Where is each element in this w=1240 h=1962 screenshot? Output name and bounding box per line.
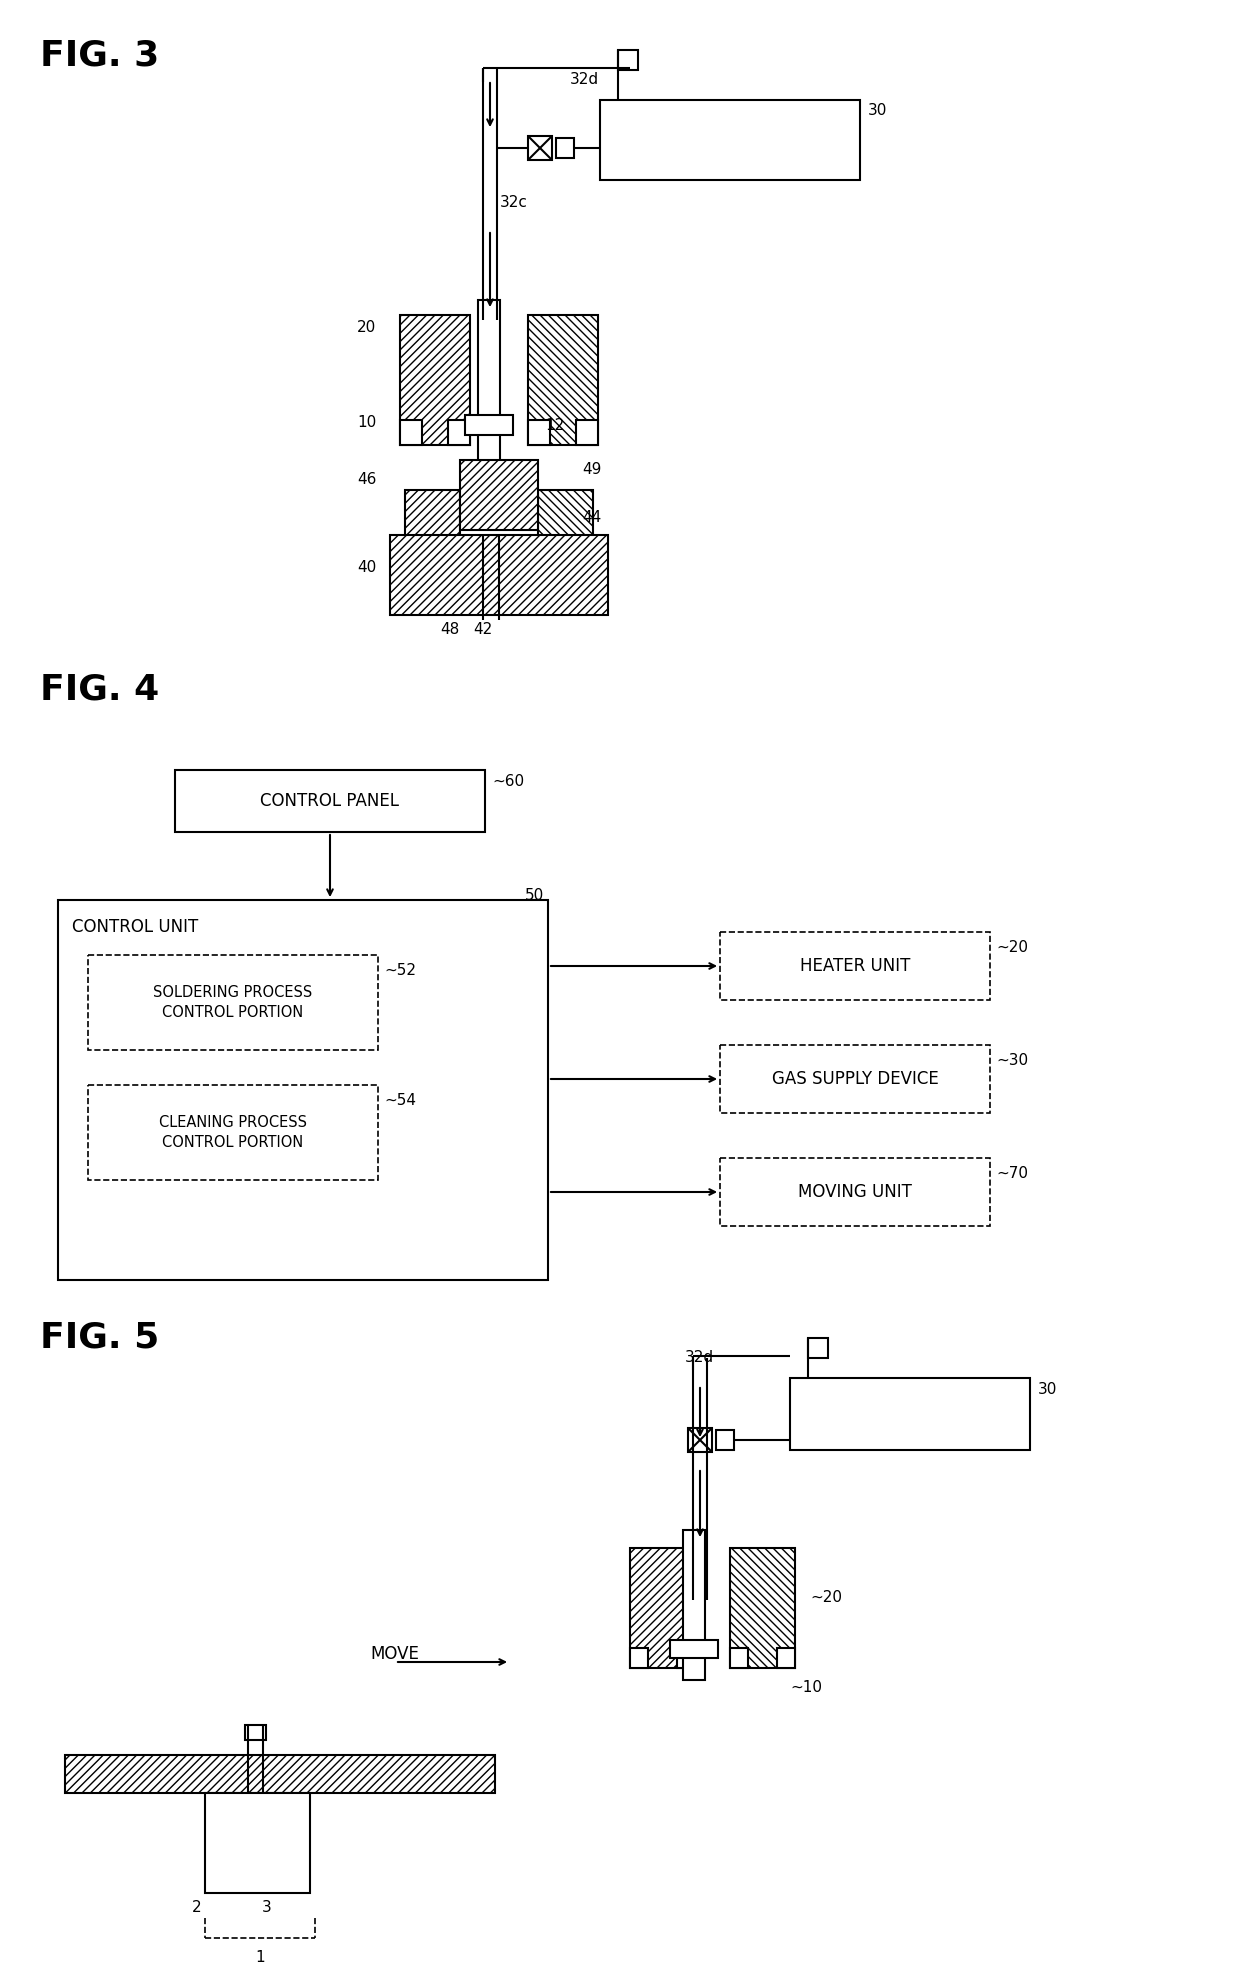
Text: 32c: 32c: [500, 194, 528, 210]
Bar: [630, 1648, 649, 1668]
Bar: [688, 1428, 712, 1452]
Text: FIG. 3: FIG. 3: [40, 37, 159, 73]
Text: ~52: ~52: [384, 963, 415, 977]
Bar: [720, 1158, 990, 1226]
Text: CONTROL UNIT: CONTROL UNIT: [72, 918, 198, 936]
Bar: [618, 49, 639, 71]
Bar: [808, 1338, 828, 1358]
Text: 50: 50: [525, 889, 544, 903]
Text: 48: 48: [440, 622, 459, 638]
Bar: [577, 420, 598, 445]
Text: ~54: ~54: [384, 1093, 415, 1109]
Text: ~30: ~30: [996, 1054, 1028, 1067]
Text: HEATER UNIT: HEATER UNIT: [800, 957, 910, 975]
Bar: [175, 769, 485, 832]
Text: 12: 12: [546, 418, 564, 434]
Text: ~70: ~70: [996, 1165, 1028, 1181]
Bar: [477, 300, 500, 475]
Text: MOVE: MOVE: [370, 1644, 419, 1664]
Text: 46: 46: [357, 473, 377, 487]
Bar: [683, 1530, 706, 1679]
Text: SOLDERING PROCESS: SOLDERING PROCESS: [154, 985, 312, 1001]
Text: CONTROL PORTION: CONTROL PORTION: [162, 1005, 304, 1020]
Bar: [88, 955, 378, 1050]
Bar: [670, 1640, 718, 1658]
Text: 20: 20: [357, 320, 376, 336]
Text: CONTROL PORTION: CONTROL PORTION: [162, 1134, 304, 1150]
Bar: [777, 1648, 795, 1668]
Bar: [556, 137, 574, 159]
Bar: [715, 1430, 734, 1450]
Bar: [391, 536, 608, 614]
Text: ~10: ~10: [790, 1679, 822, 1695]
Bar: [246, 1725, 267, 1740]
Text: 1: 1: [255, 1950, 265, 1962]
Text: CLEANING PROCESS: CLEANING PROCESS: [159, 1114, 308, 1130]
Bar: [677, 1648, 694, 1668]
Bar: [528, 316, 598, 445]
Bar: [448, 420, 470, 445]
Bar: [205, 1793, 310, 1893]
Text: ~60: ~60: [492, 773, 525, 789]
Text: 49: 49: [582, 461, 601, 477]
Bar: [720, 1046, 990, 1112]
Bar: [538, 490, 593, 571]
Bar: [730, 1648, 748, 1668]
Text: 40: 40: [357, 559, 376, 575]
Bar: [630, 1548, 694, 1668]
Bar: [528, 420, 551, 445]
Text: 10: 10: [357, 416, 376, 430]
Text: 42: 42: [472, 622, 492, 638]
Text: GAS SUPPLY DEVICE: GAS SUPPLY DEVICE: [771, 1069, 939, 1089]
Bar: [600, 100, 861, 181]
Text: 30: 30: [868, 102, 888, 118]
Bar: [401, 420, 422, 445]
Bar: [405, 490, 460, 571]
Text: CONTROL PANEL: CONTROL PANEL: [260, 793, 399, 810]
Text: 44: 44: [582, 510, 601, 526]
Text: 3: 3: [262, 1899, 272, 1915]
Text: ~20: ~20: [996, 940, 1028, 955]
Bar: [790, 1377, 1030, 1450]
Bar: [58, 901, 548, 1279]
Bar: [401, 316, 470, 445]
Text: 32d: 32d: [684, 1350, 714, 1366]
Text: FIG. 5: FIG. 5: [40, 1320, 159, 1354]
Bar: [64, 1754, 495, 1793]
Text: ~20: ~20: [810, 1589, 842, 1605]
Bar: [465, 416, 513, 436]
Text: FIG. 4: FIG. 4: [40, 673, 159, 706]
Bar: [528, 135, 552, 161]
Text: 32d: 32d: [570, 73, 599, 86]
Bar: [730, 1548, 795, 1668]
Text: 2: 2: [192, 1899, 202, 1915]
Bar: [88, 1085, 378, 1179]
Text: 30: 30: [1038, 1381, 1058, 1397]
Text: MOVING UNIT: MOVING UNIT: [799, 1183, 911, 1201]
Bar: [460, 459, 538, 530]
Bar: [720, 932, 990, 1001]
